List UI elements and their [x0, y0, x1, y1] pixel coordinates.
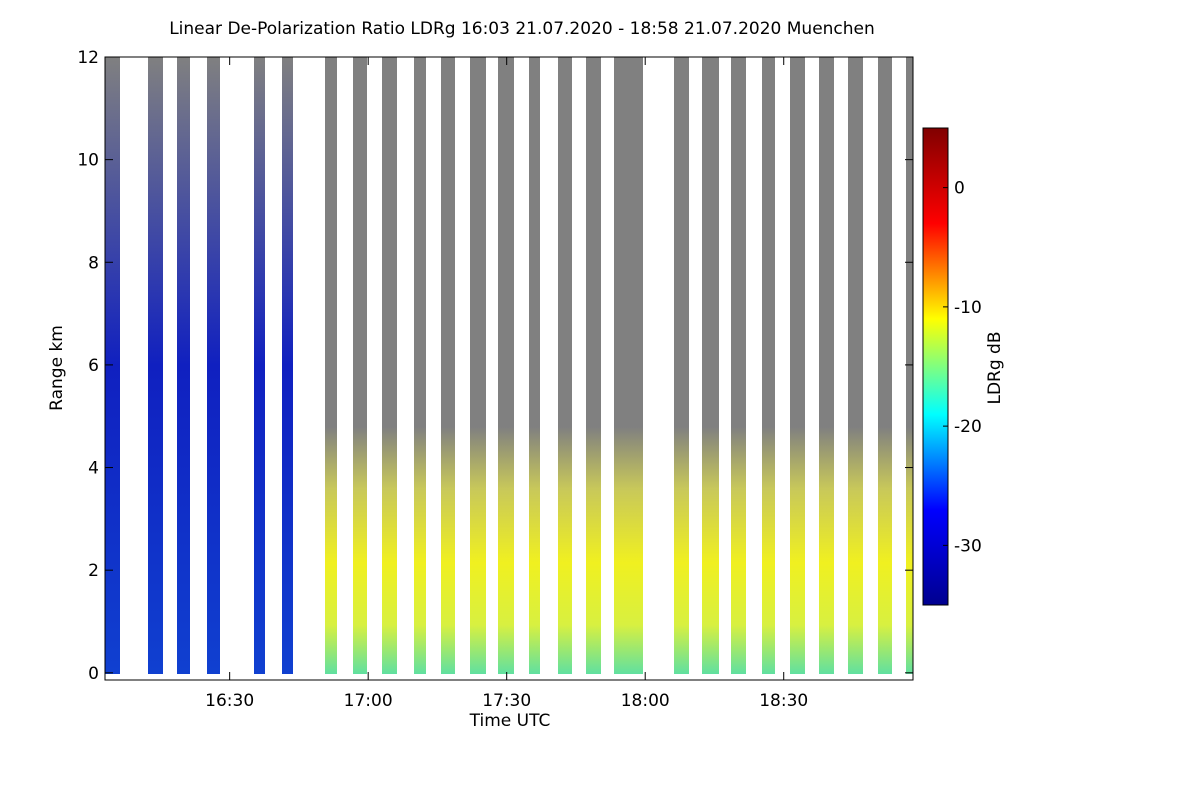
scan-stripe: [819, 57, 834, 674]
scan-stripe: [529, 57, 540, 674]
x-axis-label: Time UTC: [469, 711, 551, 731]
scan-stripe: [762, 57, 775, 674]
scan-stripe: [731, 57, 746, 674]
y-tick-label: 0: [88, 664, 99, 684]
scan-stripe: [470, 57, 486, 674]
x-tick-label: 18:00: [621, 691, 670, 711]
colorbar-tick-label: 0: [954, 179, 965, 199]
scan-stripe: [906, 57, 913, 674]
scan-stripe: [674, 57, 689, 674]
scan-stripe: [441, 57, 455, 674]
y-tick-label: 12: [77, 48, 99, 68]
colorbar-label: LDRg dB: [985, 331, 1005, 404]
y-tick-label: 10: [77, 151, 99, 171]
scan-stripe: [586, 57, 601, 674]
colorbar-tick-label: -10: [954, 298, 982, 318]
scan-stripe: [382, 57, 397, 674]
scan-stripe: [282, 57, 293, 674]
scan-stripe: [207, 57, 220, 674]
colorbar-tick-label: -20: [954, 417, 982, 437]
colorbar-tick-label: -30: [954, 536, 982, 556]
x-tick-label: 18:30: [759, 691, 808, 711]
y-tick-label: 8: [88, 253, 99, 273]
y-tick-label: 6: [88, 356, 99, 376]
scan-stripe: [105, 57, 120, 674]
y-tick-label: 2: [88, 561, 99, 581]
scan-stripe: [353, 57, 367, 674]
chart-title: Linear De-Polarization Ratio LDRg 16:03 …: [169, 19, 875, 39]
scan-stripe: [790, 57, 805, 674]
scan-stripe: [878, 57, 892, 674]
x-tick-label: 17:30: [482, 691, 531, 711]
scan-stripe: [325, 57, 337, 674]
x-tick-label: 17:00: [344, 691, 393, 711]
scan-stripe: [254, 57, 265, 674]
scan-stripe: [848, 57, 863, 674]
scan-stripe: [614, 57, 643, 674]
scan-stripe: [498, 57, 514, 674]
colorbar: [922, 127, 949, 606]
scan-stripe: [414, 57, 426, 674]
scan-stripe: [148, 57, 163, 674]
y-tick-label: 4: [88, 459, 99, 479]
scan-stripe: [702, 57, 719, 674]
plot-frame: [104, 56, 914, 681]
x-tick-label: 16:30: [205, 691, 254, 711]
y-axis-label: Range km: [47, 325, 67, 411]
scan-stripe: [177, 57, 190, 674]
scan-stripe: [558, 57, 572, 674]
